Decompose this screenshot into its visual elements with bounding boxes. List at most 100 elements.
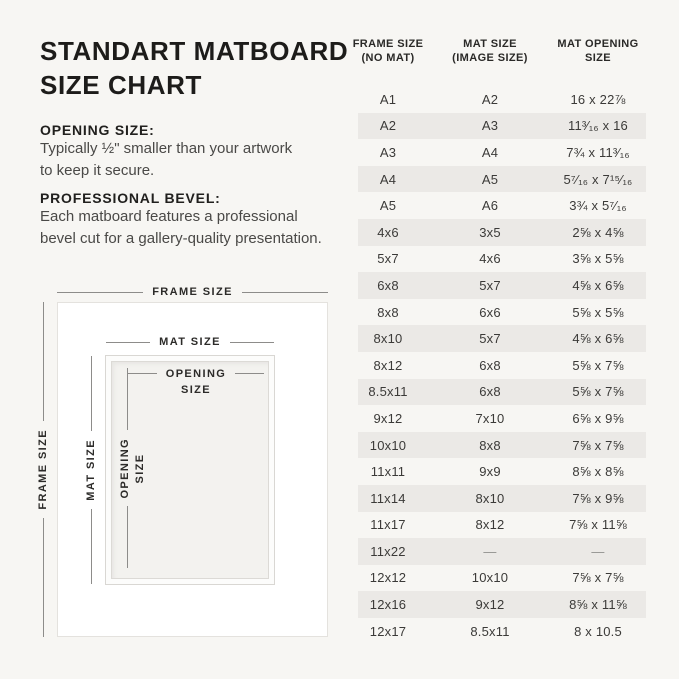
cell-mat-opening-size: 2⅝ x 4⅝ xyxy=(572,224,624,240)
dimension-line xyxy=(229,341,274,343)
table-row: 8.5x11 6x8 5⅝ x 7⅝ xyxy=(345,378,647,406)
opening-size-label-vertical-line1: OPENING xyxy=(119,437,131,499)
cell-mat-size: 5x7 xyxy=(479,331,501,347)
table-row: 12x12 10x10 7⅝ x 7⅝ xyxy=(345,565,647,592)
cell-frame-size: 5x7 xyxy=(377,251,399,267)
frame-size-dimension-vertical: FRAME SIZE xyxy=(33,302,53,637)
table-header-row: FRAME SIZE (NO MAT) MAT SIZE (IMAGE SIZE… xyxy=(345,30,647,65)
column-header-frame-size: FRAME SIZE (NO MAT) xyxy=(352,38,424,64)
cell-frame-size: 8x10 xyxy=(373,331,403,347)
cell-mat-size: 10x10 xyxy=(471,570,509,586)
dimension-line xyxy=(90,508,92,584)
cell-frame-size: 4x6 xyxy=(377,224,399,240)
cell-mat-opening-size: 16 x 22⅞ xyxy=(570,91,626,107)
cell-mat-opening-size: — xyxy=(591,543,605,559)
cell-mat-size: A5 xyxy=(481,171,499,187)
cell-mat-size: 8x8 xyxy=(479,437,501,453)
cell-mat-opening-size: 3¾ x 5⁷⁄₁₆ xyxy=(569,198,627,214)
table-rows: A1 A2 16 x 22⅞ A2 A3 11³⁄₁₆ x 16 A3 A4 7… xyxy=(345,86,647,644)
frame-size-dimension-horizontal: FRAME SIZE xyxy=(57,284,328,300)
opening-size-label: OPENING SIZE xyxy=(166,366,227,398)
table-row: 11x14 8x10 7⅝ x 9⅝ xyxy=(345,484,647,512)
professional-bevel-description: Each matboard features a professional be… xyxy=(40,208,322,247)
opening-size-heading: OPENING SIZE: xyxy=(40,122,155,138)
cell-frame-size: A3 xyxy=(379,144,397,160)
cell-mat-size: 8.5x11 xyxy=(470,623,510,639)
table-row: 8x10 5x7 4⅝ x 6⅝ xyxy=(345,325,647,352)
cell-mat-opening-size: 11³⁄₁₆ x 16 xyxy=(567,118,628,134)
opening-size-label-line2: SIZE xyxy=(180,384,212,396)
cell-mat-opening-size: 5⅝ x 7⅝ xyxy=(572,384,624,400)
cell-frame-size: A4 xyxy=(379,171,397,187)
mat-size-label-vertical: MAT SIZE xyxy=(84,439,97,501)
opening-size-label-vertical: OPENING SIZE xyxy=(118,438,148,499)
cell-mat-opening-size: 7⅝ x 7⅝ xyxy=(572,570,624,586)
table-row: 5x7 4x6 3⅝ x 5⅝ xyxy=(345,246,647,273)
cell-frame-size: 9x12 xyxy=(373,410,403,426)
cell-frame-size: 8x12 xyxy=(373,357,403,373)
cell-mat-opening-size: 8⅝ x 11⅝ xyxy=(569,597,627,613)
cell-frame-size: 8x8 xyxy=(377,304,399,320)
cell-frame-size: 11x22 xyxy=(370,543,406,559)
opening-size-dimension-vertical: OPENING SIZE xyxy=(112,368,146,568)
dimension-line xyxy=(57,291,144,293)
mat-size-label: MAT SIZE xyxy=(159,336,221,348)
professional-bevel-heading: PROFESSIONAL BEVEL: xyxy=(40,190,221,206)
cell-frame-size: 12x17 xyxy=(369,623,407,639)
cell-mat-opening-size: 5⅝ x 7⅝ xyxy=(572,357,624,373)
table-row: 4x6 3x5 2⅝ x 4⅝ xyxy=(345,218,647,246)
cell-mat-size: 3x5 xyxy=(479,224,501,240)
table-row: 8x12 6x8 5⅝ x 7⅝ xyxy=(345,352,647,379)
cell-mat-size: 6x8 xyxy=(479,357,501,373)
cell-mat-opening-size: 7⅝ x 9⅝ xyxy=(572,490,624,506)
cell-mat-opening-size: 7⅝ x 11⅝ xyxy=(569,517,627,533)
dimension-line xyxy=(126,368,128,430)
frame-size-label: FRAME SIZE xyxy=(152,286,233,298)
cell-frame-size: A5 xyxy=(379,198,397,214)
cell-mat-opening-size: 5⁷⁄₁₆ x 7¹⁵⁄₁₆ xyxy=(563,171,633,187)
column-header-mat-opening-size: MAT OPENING SIZE xyxy=(557,38,639,64)
table-row: A2 A3 11³⁄₁₆ x 16 xyxy=(345,112,647,140)
cell-frame-size: A1 xyxy=(379,91,397,107)
cell-frame-size: 6x8 xyxy=(377,277,399,293)
cell-mat-size: 6x6 xyxy=(479,304,501,320)
cell-mat-opening-size: 8 x 10.5 xyxy=(574,623,622,639)
dimension-line xyxy=(241,291,328,293)
cell-mat-opening-size: 5⅝ x 5⅝ xyxy=(572,304,624,320)
table-row: 9x12 7x10 6⅝ x 9⅝ xyxy=(345,405,647,432)
table-row: 8x8 6x6 5⅝ x 5⅝ xyxy=(345,299,647,326)
page-title: STANDART MATBOARD SIZE CHART xyxy=(40,36,349,100)
cell-mat-size: 9x9 xyxy=(479,464,501,480)
opening-size-dimension-horizontal: OPENING SIZE xyxy=(128,366,264,398)
cell-frame-size: 10x10 xyxy=(369,437,407,453)
table-row: 12x17 8.5x11 8 x 10.5 xyxy=(345,618,647,645)
cell-frame-size: 8.5x11 xyxy=(368,384,408,400)
table-row: A1 A2 16 x 22⅞ xyxy=(345,86,647,113)
cell-mat-opening-size: 3⅝ x 5⅝ xyxy=(572,251,624,267)
dimension-line xyxy=(42,302,44,422)
table-row: A5 A6 3¾ x 5⁷⁄₁₆ xyxy=(345,192,647,219)
table-row: A3 A4 7¾ x 11³⁄₁₆ xyxy=(345,139,647,166)
cell-frame-size: 12x12 xyxy=(369,570,407,586)
size-chart-table: FRAME SIZE (NO MAT) MAT SIZE (IMAGE SIZE… xyxy=(345,30,647,670)
dimension-line xyxy=(90,356,92,432)
cell-mat-size: A6 xyxy=(481,198,499,214)
cell-mat-opening-size: 6⅝ x 9⅝ xyxy=(572,410,624,426)
cell-frame-size: 12x16 xyxy=(369,597,407,613)
dimension-line xyxy=(42,517,44,637)
dimension-line xyxy=(106,341,151,343)
table-row: 10x10 8x8 7⅝ x 7⅝ xyxy=(345,431,647,459)
table-row: 11x17 8x12 7⅝ x 11⅝ xyxy=(345,512,647,539)
table-row: A4 A5 5⁷⁄₁₆ x 7¹⁵⁄₁₆ xyxy=(345,165,647,193)
cell-frame-size: 11x17 xyxy=(370,517,406,533)
cell-mat-size: 4x6 xyxy=(479,251,501,267)
opening-size-description: Typically ½" smaller than your artwork t… xyxy=(40,140,293,179)
mat-size-dimension-horizontal: MAT SIZE xyxy=(106,334,274,350)
cell-mat-size: 7x10 xyxy=(475,410,505,426)
cell-mat-size: — xyxy=(483,543,497,559)
frame-size-label-vertical: FRAME SIZE xyxy=(36,429,49,510)
cell-mat-size: 9x12 xyxy=(475,597,505,613)
cell-mat-size: 8x12 xyxy=(475,517,505,533)
dimension-line xyxy=(235,373,264,374)
